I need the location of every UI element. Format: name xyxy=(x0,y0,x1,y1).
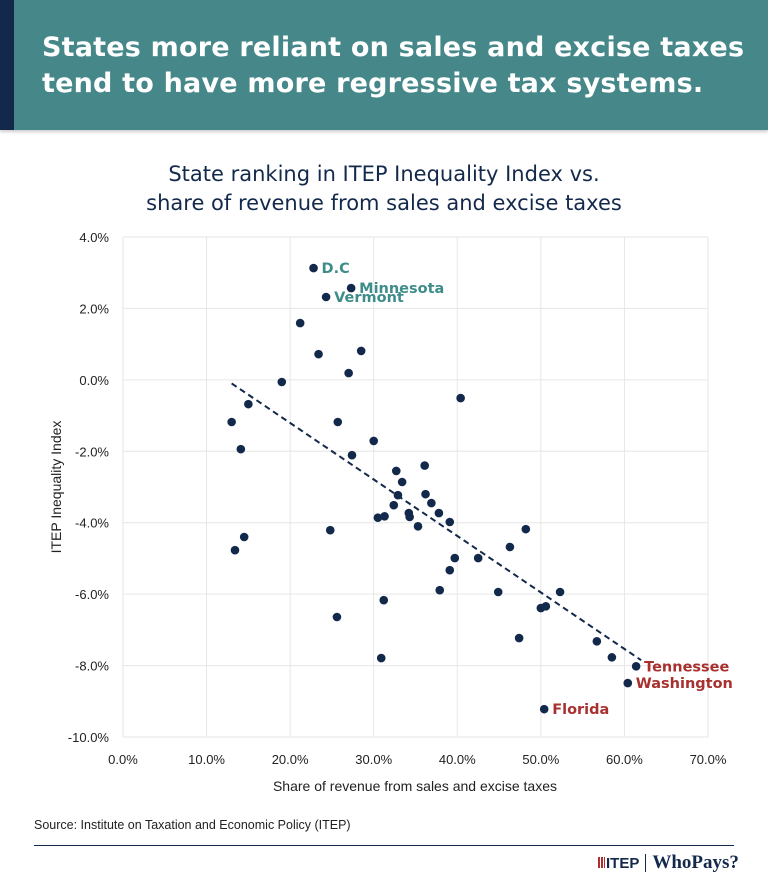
logo-separator xyxy=(645,854,647,872)
data-point xyxy=(427,498,436,508)
header-title: States more reliant on sales and excise … xyxy=(42,30,744,102)
y-axis-label: ITEP Inequality Index xyxy=(48,421,64,554)
data-point xyxy=(592,636,602,646)
data-point xyxy=(333,417,343,427)
data-point xyxy=(230,545,240,555)
data-point xyxy=(413,521,423,531)
point-label: Minnesota xyxy=(359,281,444,297)
x-tick-label: 0.0% xyxy=(108,752,138,767)
y-tick-label: -8.0% xyxy=(75,659,109,674)
data-point xyxy=(373,513,383,523)
data-point xyxy=(347,450,357,460)
data-point xyxy=(391,466,401,476)
data-point xyxy=(325,525,335,535)
data-point xyxy=(314,349,323,359)
data-point xyxy=(420,461,429,470)
data-point xyxy=(227,417,236,427)
data-point xyxy=(244,399,253,409)
data-point xyxy=(380,511,389,521)
x-tick-label: 50.0% xyxy=(522,752,559,767)
data-point xyxy=(346,283,356,293)
data-point xyxy=(536,603,546,613)
data-point xyxy=(277,377,287,387)
data-point xyxy=(434,508,444,518)
point-label: Washington xyxy=(636,676,733,692)
data-point xyxy=(450,553,460,563)
y-tick-label: 0.0% xyxy=(79,373,109,388)
data-point xyxy=(435,585,445,595)
data-point xyxy=(389,500,399,510)
chart-title-line1: State ranking in ITEP Inequality Index v… xyxy=(168,162,600,186)
data-point xyxy=(236,444,246,454)
data-point xyxy=(521,524,531,534)
header-title-line1: States more reliant on sales and excise … xyxy=(42,32,745,63)
y-tick-label: -2.0% xyxy=(75,444,109,459)
data-point xyxy=(539,704,549,714)
y-tick-label: -6.0% xyxy=(75,587,109,602)
itep-logo-text: ITEP xyxy=(606,854,640,872)
point-label: D.C xyxy=(322,261,350,277)
whopays-logo: WhoPays? xyxy=(652,852,739,873)
data-point xyxy=(369,436,379,446)
x-axis-label: Share of revenue from sales and excise t… xyxy=(273,778,557,794)
point-label: Florida xyxy=(552,702,609,718)
logo: ITEP WhoPays? xyxy=(598,852,739,874)
point-label: Tennessee xyxy=(644,659,729,675)
data-point xyxy=(631,661,641,671)
data-point xyxy=(332,612,342,622)
header-title-line2: tend to have more regressive tax systems… xyxy=(42,68,704,99)
data-point xyxy=(493,587,503,597)
y-tick-label: -4.0% xyxy=(75,516,109,531)
x-tick-label: 20.0% xyxy=(272,752,309,767)
data-point xyxy=(309,263,318,273)
data-point xyxy=(421,489,430,499)
data-point xyxy=(397,477,407,487)
y-tick-label: -10.0% xyxy=(68,730,110,745)
data-point xyxy=(514,633,524,643)
data-point xyxy=(376,653,386,663)
data-point xyxy=(356,346,366,356)
itep-logo: ITEP xyxy=(598,855,639,872)
x-tick-label: 40.0% xyxy=(439,752,476,767)
x-tick-label: 30.0% xyxy=(355,752,392,767)
x-tick-label: 60.0% xyxy=(606,752,643,767)
data-point xyxy=(607,653,617,662)
header-accent-strip xyxy=(0,0,14,130)
data-point xyxy=(623,678,633,688)
data-point xyxy=(445,517,455,527)
y-tick-label: 4.0% xyxy=(79,230,109,245)
data-point xyxy=(344,368,353,378)
source-note: Source: Institute on Taxation and Econom… xyxy=(34,818,351,832)
data-point xyxy=(393,490,403,500)
data-point xyxy=(239,532,249,542)
scatter-chart: 0.0% 10.0% 20.0% 30.0% 40.0% 50.0% 60.0% 70.0% 4… xyxy=(48,230,733,794)
chart-title-line2: share of revenue from sales and excise t… xyxy=(146,191,622,215)
bar-chart-icon xyxy=(598,856,605,868)
data-point xyxy=(379,595,389,605)
header-banner: States more reliant on sales and excise … xyxy=(0,0,768,130)
data-point xyxy=(445,565,455,575)
chart-title: State ranking in ITEP Inequality Index v… xyxy=(0,160,768,218)
x-tick-label: 70.0% xyxy=(690,752,727,767)
y-tick-label: 2.0% xyxy=(79,301,109,316)
data-point xyxy=(295,318,305,328)
data-point xyxy=(456,393,465,403)
data-point xyxy=(473,553,483,563)
data-point xyxy=(505,542,515,552)
x-tick-label: 10.0% xyxy=(188,752,225,767)
data-point xyxy=(555,587,565,597)
data-point xyxy=(405,512,414,522)
footer-divider xyxy=(34,845,734,846)
trendline xyxy=(231,382,642,662)
data-point xyxy=(321,292,331,302)
point-label: Vermont xyxy=(334,290,404,306)
